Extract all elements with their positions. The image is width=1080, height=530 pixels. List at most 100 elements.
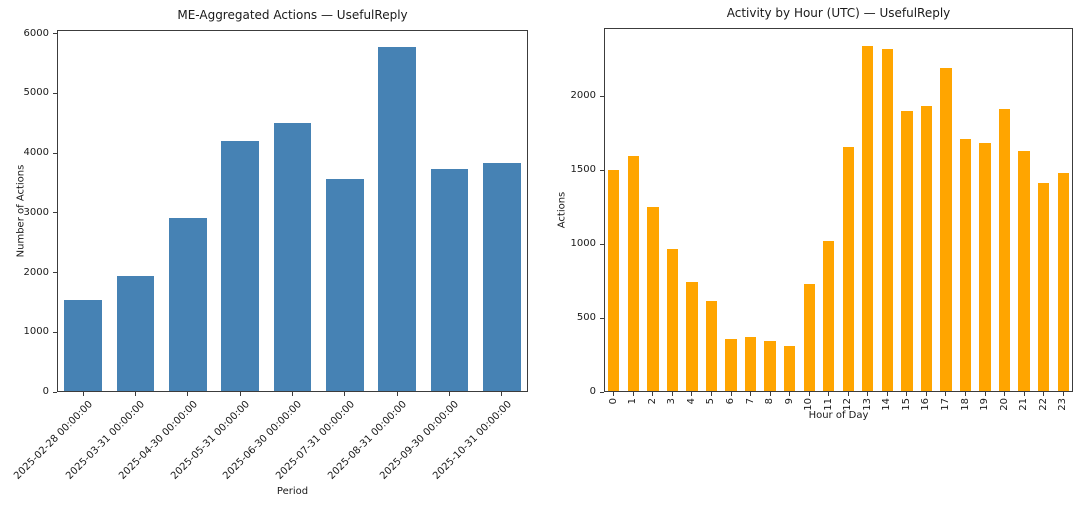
x-tick-mark — [344, 392, 346, 396]
y-tick-mark — [600, 95, 604, 97]
x-tick-mark — [501, 392, 503, 396]
x-tick-mark — [750, 392, 752, 396]
bar — [979, 142, 991, 391]
bar — [64, 300, 102, 391]
y-tick-label: 2000 — [23, 266, 49, 278]
x-tick-mark — [671, 392, 673, 396]
y-tick-label: 2000 — [570, 90, 596, 102]
x-tick-mark — [769, 392, 771, 396]
x-tick-mark — [710, 392, 712, 396]
bar — [1038, 182, 1050, 391]
x-tick-label: 4 — [685, 398, 697, 405]
bar — [901, 110, 913, 391]
x-tick-mark — [808, 392, 810, 396]
x-tick-mark — [632, 392, 634, 396]
bar — [1018, 150, 1030, 391]
y-tick-label: 6000 — [23, 27, 49, 39]
x-tick-label: 2 — [646, 398, 658, 405]
bar — [430, 168, 469, 391]
x-tick-mark — [613, 392, 615, 396]
x-tick-mark — [396, 392, 398, 396]
y-tick-mark — [53, 212, 57, 214]
bar — [221, 141, 259, 391]
x-tick-mark — [239, 392, 241, 396]
bar — [998, 108, 1011, 391]
x-tick-mark — [965, 392, 967, 396]
y-tick-mark — [600, 243, 604, 245]
bar — [764, 340, 776, 391]
bar — [378, 46, 416, 391]
x-tick-mark — [867, 392, 869, 396]
x-tick-mark — [847, 392, 849, 396]
y-tick-label: 4000 — [23, 147, 49, 159]
y-tick-mark — [53, 33, 57, 35]
bar — [940, 67, 952, 391]
y-tick-mark — [53, 331, 57, 333]
bar — [686, 281, 698, 391]
x-tick-label: 12 — [842, 398, 854, 411]
y-tick-mark — [600, 317, 604, 319]
x-tick-mark — [789, 392, 791, 396]
x-tick-mark — [730, 392, 732, 396]
x-tick-mark — [906, 392, 908, 396]
x-tick-label: 1 — [627, 398, 639, 405]
x-axis-label: Hour of Day — [808, 410, 869, 421]
x-tick-label: 7 — [744, 398, 756, 405]
x-tick-label: 10 — [803, 398, 815, 411]
y-tick-label: 1000 — [570, 238, 596, 250]
y-tick-label: 1000 — [23, 326, 49, 338]
chart-title: Activity by Hour (UTC) — UsefulReply — [726, 6, 951, 20]
x-tick-mark — [691, 392, 693, 396]
y-tick-label: 500 — [576, 312, 596, 324]
y-axis-label: Actions — [556, 191, 568, 229]
x-tick-label: 11 — [822, 398, 834, 411]
bar — [725, 339, 737, 391]
bar — [1057, 173, 1069, 391]
x-tick-label: 22 — [1037, 398, 1049, 411]
y-tick-mark — [600, 169, 604, 171]
y-tick-label: 0 — [42, 386, 49, 397]
y-tick-label: 3000 — [23, 206, 49, 218]
bar — [783, 346, 796, 391]
bar — [842, 147, 854, 391]
x-tick-mark — [984, 392, 986, 396]
x-tick-mark — [449, 392, 450, 396]
bar — [920, 106, 933, 391]
x-tick-mark — [187, 392, 189, 396]
y-tick-label: 1500 — [570, 164, 596, 176]
bar — [823, 241, 835, 391]
x-tick-mark — [292, 392, 293, 396]
x-tick-label: 15 — [900, 398, 912, 411]
x-tick-label: 17 — [939, 398, 951, 411]
y-tick-mark — [53, 92, 57, 94]
x-tick-label: 8 — [764, 398, 776, 405]
y-tick-mark — [53, 272, 57, 274]
x-tick-mark — [1062, 392, 1064, 396]
x-tick-label: 21 — [1018, 398, 1030, 411]
y-tick-label: 0 — [589, 386, 596, 397]
bar — [325, 178, 364, 391]
x-tick-label: 20 — [998, 398, 1010, 411]
x-tick-mark — [828, 392, 830, 396]
x-axis-label: Period — [276, 486, 309, 497]
y-tick-mark — [53, 391, 57, 393]
x-tick-label: 14 — [881, 398, 893, 411]
bar — [744, 336, 757, 391]
x-tick-label: 3 — [666, 398, 678, 405]
bar — [666, 249, 679, 391]
x-tick-mark — [1043, 392, 1045, 396]
bar — [705, 301, 718, 391]
bar — [168, 218, 207, 391]
x-tick-mark — [925, 392, 927, 396]
x-tick-label: 16 — [920, 398, 932, 411]
y-tick-mark — [53, 152, 57, 154]
bar — [273, 123, 312, 391]
x-tick-label: 0 — [607, 398, 619, 405]
bar — [482, 162, 521, 391]
bar — [862, 45, 874, 391]
x-tick-mark — [1004, 392, 1006, 396]
chart-title: ME-Aggregated Actions — UsefulReply — [177, 8, 408, 22]
bar — [803, 283, 815, 391]
x-tick-label: 9 — [783, 398, 795, 405]
